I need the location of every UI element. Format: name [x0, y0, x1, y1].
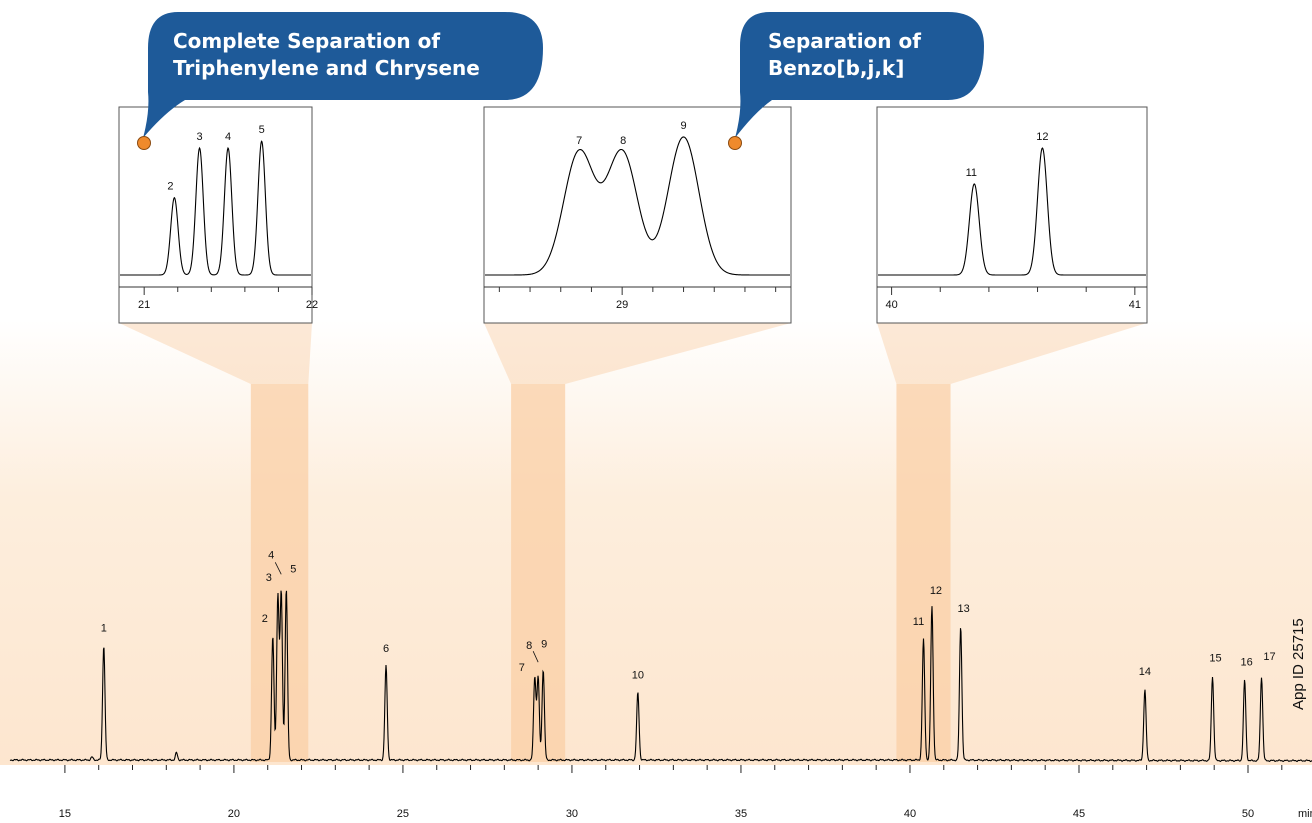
peak-label: 15 [1209, 653, 1221, 665]
x-tick-label: 40 [904, 808, 916, 818]
inset-tick-label: 29 [616, 299, 628, 311]
inset-chart: 29 7 8 9 [483, 106, 792, 324]
peak-leader [532, 651, 539, 663]
peak-label: 7 [519, 662, 525, 674]
x-tick-label: 35 [735, 808, 747, 818]
x-tick-label: 25 [397, 808, 409, 818]
peak-label: 14 [1139, 666, 1151, 678]
inset-peak-label: 12 [1036, 131, 1048, 143]
inset-trace [485, 136, 790, 276]
inset-tick-label: 21 [138, 299, 150, 311]
inset-peak-label: 5 [259, 124, 265, 136]
peak-label: 3 [266, 572, 272, 584]
peak-label: 17 [1263, 651, 1275, 663]
x-tick-label: 50 [1242, 808, 1254, 818]
peak-label: 4 [268, 549, 274, 561]
background-fade [0, 320, 1312, 765]
peak-label: 12 [930, 585, 942, 597]
callout-text: Benzo[b,j,k] [768, 56, 904, 80]
peak-label: 9 [541, 638, 547, 650]
zoom-funnel [877, 323, 1147, 384]
inset-frame [876, 106, 1148, 324]
inset-peak-label: 7 [576, 135, 582, 147]
app-id-watermark: App ID 25715 [1290, 618, 1307, 710]
inset-trace [120, 140, 311, 276]
inset-tick-label: 22 [306, 299, 318, 311]
peak-label: 2 [262, 613, 268, 625]
x-axis-unit: min [1298, 808, 1312, 818]
peak-label: 11 [913, 616, 924, 628]
callout-text: Complete Separation of [173, 29, 440, 53]
peak-leader [274, 562, 282, 575]
inset-peak-label: 9 [680, 120, 686, 132]
callout-text: Triphenylene and Chrysene [173, 56, 480, 80]
callout-bubble: Separation of Benzo[b,j,k] [728, 12, 984, 150]
highlight-band [896, 384, 951, 762]
callout-pointer-dot [728, 136, 742, 150]
x-tick-label: 45 [1073, 808, 1085, 818]
peak-label: 1 [101, 622, 107, 634]
callout-bubble: Complete Separation of Triphenylene and C… [137, 12, 543, 150]
peak-label: 13 [958, 603, 970, 615]
inset-peak-label: 4 [225, 131, 231, 143]
peak-label: 5 [290, 564, 296, 576]
inset-trace [878, 147, 1146, 276]
callout-pointer-dot [137, 136, 151, 150]
peak-label: 8 [526, 640, 532, 652]
inset-peak-label: 3 [196, 131, 202, 143]
inset-tick-label: 40 [885, 299, 897, 311]
x-tick-label: 20 [228, 808, 240, 818]
peak-label: 10 [632, 669, 644, 681]
x-tick-label: 15 [59, 808, 71, 818]
callout-shape [735, 12, 984, 138]
inset-chart: 40 41 11 12 [876, 106, 1148, 324]
zoom-funnel [119, 323, 312, 384]
callout-text: Separation of [768, 29, 921, 53]
inset-tick-label: 41 [1129, 299, 1141, 311]
zoom-funnel [484, 323, 791, 384]
callout-shape [143, 12, 543, 138]
inset-peak-label: 2 [167, 181, 173, 193]
inset-peak-label: 8 [620, 135, 626, 147]
highlight-band [511, 384, 566, 762]
peak-label: 16 [1240, 656, 1252, 668]
highlight-band [250, 384, 309, 762]
chromatogram-trace [9, 590, 1312, 763]
inset-peak-label: 11 [966, 167, 977, 179]
peak-label: 6 [383, 643, 389, 655]
x-tick-label: 30 [566, 808, 578, 818]
